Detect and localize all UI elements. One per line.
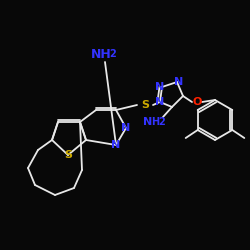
Text: 2: 2 [159, 117, 166, 127]
Text: N: N [144, 117, 152, 127]
Text: S: S [141, 100, 149, 110]
Text: NH: NH [90, 48, 112, 60]
Text: S: S [64, 150, 72, 160]
Text: H: H [151, 117, 159, 127]
Text: N: N [156, 97, 164, 107]
Text: N: N [156, 82, 164, 92]
Text: N: N [122, 123, 130, 133]
Text: N: N [112, 140, 120, 150]
Text: N: N [174, 77, 184, 87]
Text: 2: 2 [110, 49, 116, 59]
Text: O: O [192, 97, 202, 107]
